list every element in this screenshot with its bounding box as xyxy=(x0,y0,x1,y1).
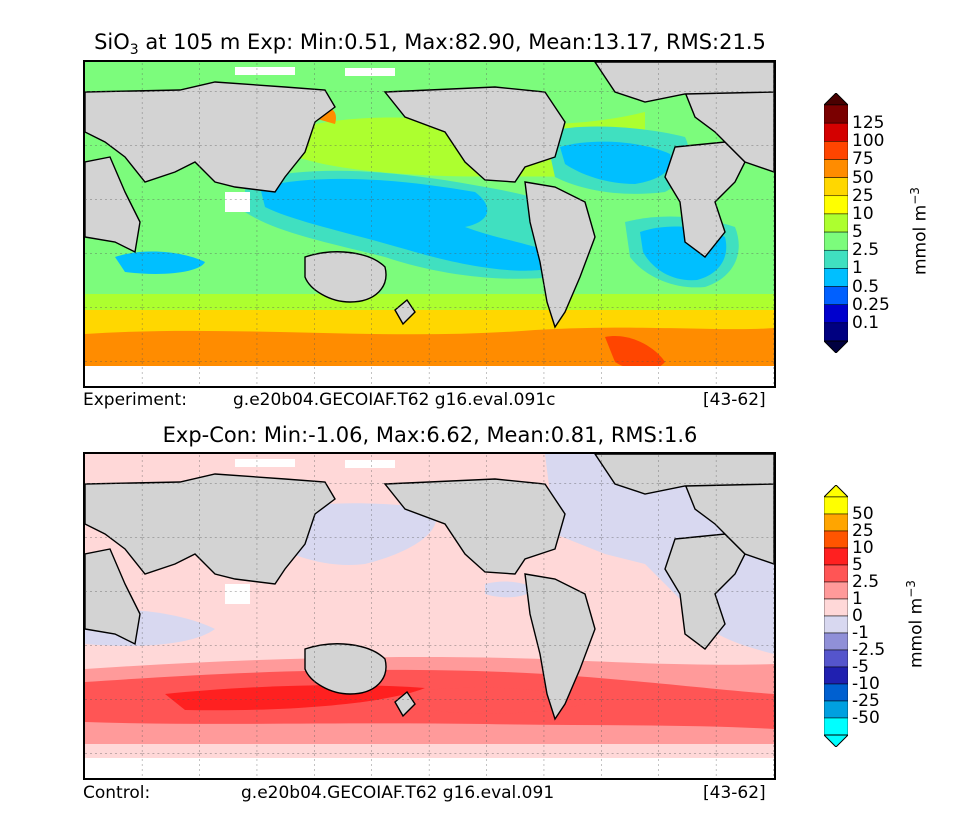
experiment-colorbar-tick-label: 0.1 xyxy=(852,312,880,333)
experiment-colorbar-top-cap xyxy=(822,92,850,106)
experiment-colorbar-swatch xyxy=(823,304,849,324)
control-caption-case: g.e20b04.GECOIAF.T62 g16.eval.091 xyxy=(241,783,555,803)
experiment-colorbar-swatch xyxy=(823,286,849,305)
experiment-colorbar-tick-label: 2.5 xyxy=(852,240,880,261)
difference-colorbar-tick-label: 50 xyxy=(852,504,874,524)
experiment-colorbar-swatch xyxy=(823,104,849,124)
experiment-colorbar-tick-label: 10 xyxy=(852,203,874,224)
top-panel-title: SiO3 at 105 m Exp: Min:0.51, Max:82.90, … xyxy=(94,30,766,59)
lat-lon-grid xyxy=(85,62,774,386)
difference-units-label: mmol m−3 xyxy=(904,580,927,668)
diff-lat-lon-grid xyxy=(85,454,774,778)
experiment-colorbar-swatch xyxy=(823,141,849,160)
difference-colorbar-tick-label: 5 xyxy=(852,555,863,575)
control-caption-label: Control: xyxy=(83,783,151,803)
difference-colorbar-swatch xyxy=(823,496,849,515)
experiment-map xyxy=(83,60,776,388)
experiment-caption-label: Experiment: xyxy=(83,390,187,410)
difference-colorbar-tick-label: 25 xyxy=(852,521,874,541)
experiment-colorbar-tick-label: 1 xyxy=(852,258,863,279)
difference-colorbar-tick-label: 1 xyxy=(852,589,863,609)
difference-colorbar-tick-label: -50 xyxy=(852,708,880,728)
difference-map xyxy=(83,452,776,780)
difference-colorbar-swatch xyxy=(823,683,849,702)
difference-colorbar-tick-label: 2.5 xyxy=(852,572,880,592)
experiment-colorbar-swatch xyxy=(823,195,849,215)
difference-colorbar-top-cap xyxy=(822,484,850,498)
experiment-colorbar-swatch xyxy=(823,122,849,142)
difference-colorbar-swatch xyxy=(823,649,849,668)
experiment-colorbar-tick-label: 100 xyxy=(852,131,885,152)
experiment-colorbar-swatch xyxy=(823,213,849,233)
difference-colorbar-tick-label: -1 xyxy=(852,623,869,643)
difference-colorbar-tick-label: 10 xyxy=(852,538,874,558)
experiment-colorbar-tick-label: 25 xyxy=(852,185,874,206)
experiment-colorbar-bottom-cap xyxy=(822,340,850,354)
bottom-panel-title: Exp-Con: Min:-1.06, Max:6.62, Mean:0.81,… xyxy=(162,423,698,447)
difference-colorbar-bottom-cap xyxy=(822,734,850,748)
experiment-colorbar-swatch xyxy=(823,249,849,269)
difference-colorbar-tick-label: -25 xyxy=(852,691,880,711)
difference-colorbar-swatch xyxy=(823,598,849,617)
experiment-colorbar-swatch xyxy=(823,231,849,251)
control-caption-years: [43-62] xyxy=(703,783,766,803)
experiment-colorbar-tick-label: 50 xyxy=(852,167,874,188)
difference-colorbar-swatch xyxy=(823,700,849,719)
difference-colorbar-tick-label: -2.5 xyxy=(852,640,886,660)
difference-colorbar-swatch xyxy=(823,530,849,549)
experiment-caption-case: g.e20b04.GECOIAF.T62 g16.eval.091c xyxy=(233,390,556,410)
difference-colorbar-swatch xyxy=(823,547,849,566)
experiment-colorbar-swatches xyxy=(822,92,850,354)
difference-colorbar-swatch xyxy=(823,513,849,532)
experiment-colorbar-swatch xyxy=(823,322,849,342)
experiment-colorbar-tick-label: 75 xyxy=(852,149,874,170)
difference-colorbar-tick-label: -5 xyxy=(852,657,869,677)
experiment-colorbar-tick-label: 5 xyxy=(852,222,863,243)
difference-colorbar-swatch xyxy=(823,581,849,600)
experiment-colorbar-swatch xyxy=(823,159,849,178)
experiment-caption-years: [43-62] xyxy=(703,390,766,410)
experiment-colorbar-swatch xyxy=(823,177,849,197)
difference-colorbar-tick-label: 0 xyxy=(852,606,863,626)
difference-colorbar-tick-label: -10 xyxy=(852,674,880,694)
difference-colorbar-swatch xyxy=(823,717,849,736)
difference-colorbar-swatch xyxy=(823,666,849,685)
difference-colorbar-swatches xyxy=(822,484,850,748)
difference-colorbar-swatch xyxy=(823,632,849,651)
difference-colorbar-swatch xyxy=(823,615,849,634)
experiment-colorbar-tick-label: 0.25 xyxy=(852,294,890,315)
experiment-colorbar-tick-label: 125 xyxy=(852,113,885,134)
difference-colorbar xyxy=(822,484,850,751)
experiment-colorbar-tick-label: 0.5 xyxy=(852,276,880,297)
experiment-units-label: mmol m−3 xyxy=(908,187,931,275)
experiment-colorbar xyxy=(822,92,850,357)
difference-colorbar-swatch xyxy=(823,564,849,583)
experiment-colorbar-swatch xyxy=(823,268,849,287)
